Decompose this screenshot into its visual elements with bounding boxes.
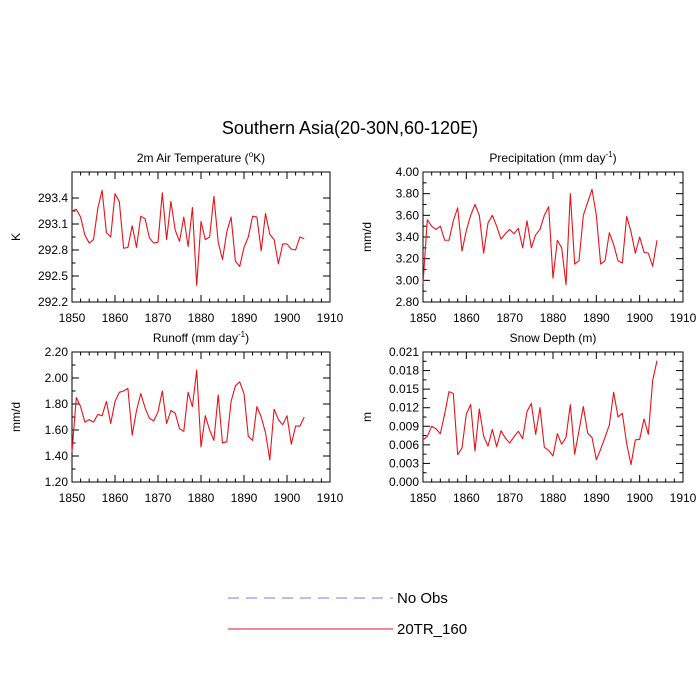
x-tick-label: 1910 [670, 311, 697, 325]
x-tick-label: 1850 [410, 491, 437, 505]
y-tick-label: 3.40 [396, 230, 420, 244]
x-tick-label: 1860 [453, 311, 480, 325]
y-tick-label: 1.40 [45, 449, 69, 463]
panel-title-end: K) [253, 151, 265, 165]
legend-label-1: No Obs [397, 590, 448, 607]
x-tick-label: 1870 [496, 311, 523, 325]
y-tick-label: 3.00 [396, 273, 420, 287]
y-tick-label: 3.20 [396, 252, 420, 266]
x-tick-label: 1860 [102, 311, 129, 325]
panel-title-text: Precipitation (mm day [489, 151, 605, 165]
x-tick-label: 1860 [453, 491, 480, 505]
x-tick-label: 1880 [188, 491, 215, 505]
y-tick-label: 2.80 [396, 295, 420, 309]
panel-title: Runoff (mm day-1) [153, 330, 249, 345]
series-line-20tr-160 [422, 188, 658, 286]
series-line-20tr-160 [71, 369, 305, 461]
plot-frame [71, 351, 331, 483]
y-axis-label: mm/d [360, 222, 374, 252]
y-tick-label: 0.018 [389, 364, 419, 378]
y-axis-label: K [9, 233, 23, 241]
x-tick-label: 1850 [59, 491, 86, 505]
y-tick-label: 3.80 [396, 187, 420, 201]
y-tick-label: 293.4 [38, 191, 68, 205]
panel-3: Runoff (mm day-1) 1850 1860 1870 1880 1890 190… [9, 330, 344, 505]
x-tick-label: 1900 [626, 491, 653, 505]
y-tick-label: 0.009 [389, 419, 419, 433]
panel-title: Snow Depth (m) [510, 331, 597, 345]
x-tick-label: 1890 [583, 311, 610, 325]
y-tick-label: 2.20 [45, 345, 69, 359]
panel-title: Precipitation (mm day-1) [489, 150, 616, 165]
panel-2: Precipitation (mm day-1) 1850 1860 1870 1880… [360, 150, 697, 325]
legend: No Obs 20TR_160 [228, 590, 467, 638]
y-tick-label: 2.00 [45, 371, 69, 385]
panel-title-text: Snow Depth (m) [510, 331, 597, 345]
y-tick-label: 0.003 [389, 456, 419, 470]
panel-title: 2m Air Temperature (oK) [137, 150, 265, 165]
plot-frame [422, 351, 684, 483]
y-tick-label: 0.000 [389, 475, 419, 489]
y-tick-label: 1.20 [45, 475, 69, 489]
y-tick-label: 4.00 [396, 165, 420, 179]
figure-title: Southern Asia(20-30N,60-120E) [222, 118, 478, 138]
legend-label-2: 20TR_160 [397, 621, 467, 638]
panel-title-end: ) [245, 331, 249, 345]
panel-title-sup: o [249, 150, 254, 159]
series-line-20tr-160 [71, 189, 305, 287]
y-tick-label: 3.60 [396, 208, 420, 222]
x-tick-label: 1880 [188, 311, 215, 325]
panel-title-text: 2m Air Temperature ( [137, 151, 249, 165]
x-tick-label: 1870 [145, 311, 172, 325]
y-axis-label: m [360, 412, 374, 422]
panel-title-sup: -1 [605, 150, 613, 159]
y-tick-label: 0.021 [389, 345, 419, 359]
y-tick-label: 292.5 [38, 269, 68, 283]
y-tick-label: 293.1 [38, 217, 68, 231]
x-tick-label: 1900 [274, 491, 301, 505]
x-tick-label: 1890 [231, 491, 258, 505]
x-tick-label: 1880 [540, 311, 567, 325]
x-tick-label: 1910 [317, 311, 344, 325]
x-tick-label: 1890 [583, 491, 610, 505]
panel-title-sup: -1 [238, 330, 246, 339]
plot-frame [422, 171, 684, 303]
x-tick-label: 1900 [274, 311, 301, 325]
y-tick-label: 0.006 [389, 438, 419, 452]
x-tick-label: 1850 [410, 311, 437, 325]
series-line-20tr-160 [422, 360, 658, 466]
panel-title-text: Runoff (mm day [153, 331, 238, 345]
panel-4: Snow Depth (m) 1850 1860 1870 1880 1890 1900 19… [360, 331, 697, 505]
panels: 2m Air Temperature (oK)1850 1860 1870 1880 1… [9, 150, 697, 505]
x-tick-label: 1850 [59, 311, 86, 325]
y-tick-label: 0.015 [389, 382, 419, 396]
y-axis-label: mm/d [9, 402, 23, 432]
x-tick-label: 1890 [231, 311, 258, 325]
y-tick-label: 1.80 [45, 397, 69, 411]
panel-title-end: ) [613, 151, 617, 165]
x-tick-label: 1870 [496, 491, 523, 505]
x-tick-label: 1900 [626, 311, 653, 325]
y-tick-label: 0.012 [389, 401, 419, 415]
y-tick-label: 292.8 [38, 243, 68, 257]
x-tick-label: 1880 [540, 491, 567, 505]
x-tick-label: 1870 [145, 491, 172, 505]
x-tick-label: 1910 [317, 491, 344, 505]
x-tick-label: 1860 [102, 491, 129, 505]
y-tick-label: 292.2 [38, 295, 68, 309]
y-tick-label: 1.60 [45, 423, 69, 437]
x-tick-label: 1910 [670, 491, 697, 505]
panel-1: 2m Air Temperature (oK) 1850 1860 1870 1880 1… [9, 150, 344, 325]
